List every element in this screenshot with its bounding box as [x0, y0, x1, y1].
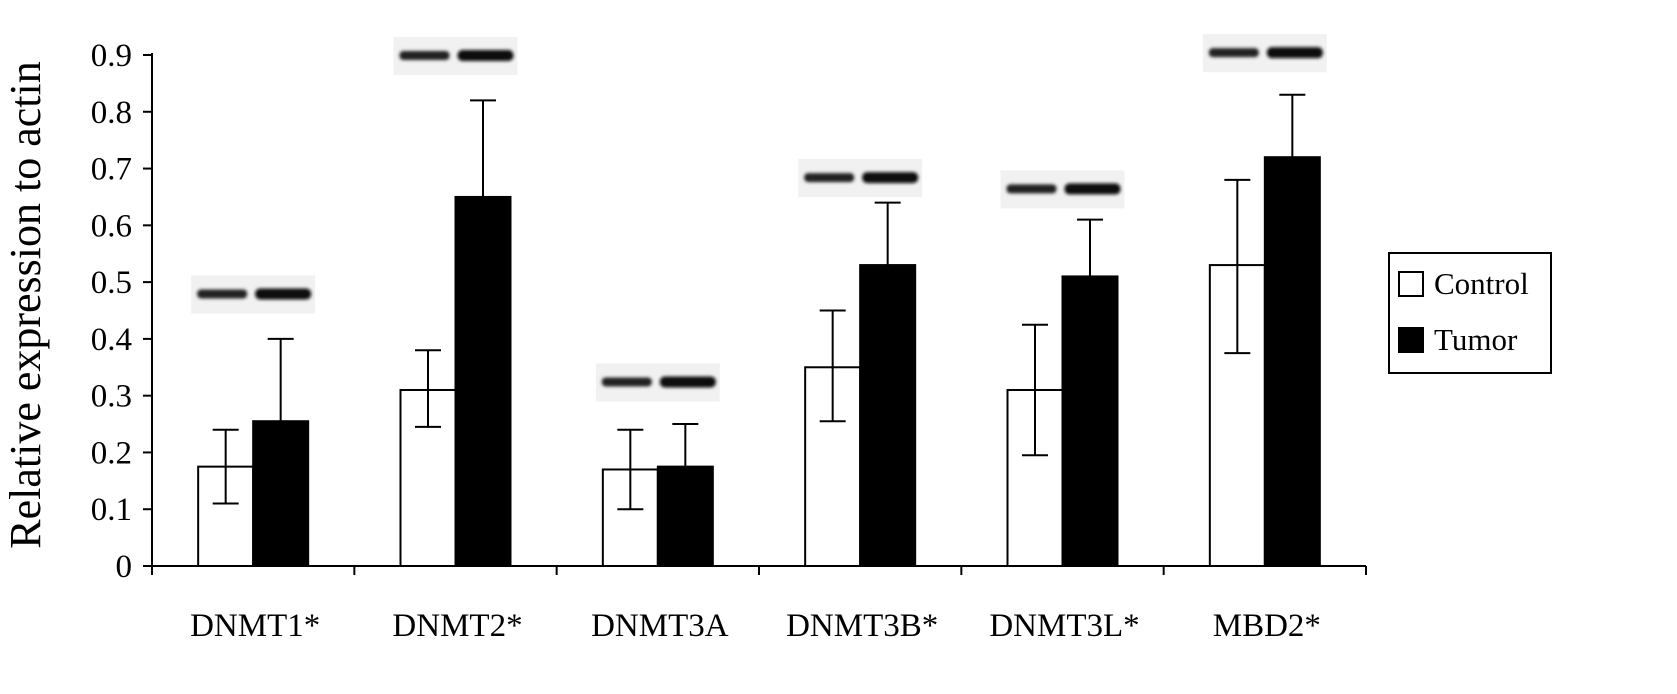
legend: Control Tumor: [1388, 252, 1552, 374]
y-tick-label: 0: [116, 549, 133, 585]
blot-dnmt3l: [1000, 170, 1125, 209]
axes: [151, 53, 1367, 575]
category-label: DNMT3B*: [786, 608, 938, 644]
blot-dnmt3a: [595, 363, 720, 402]
y-tick-label: 0.2: [91, 435, 132, 471]
y-axis-label: Relative expression to actin: [1, 61, 50, 549]
bar-tumor: [1061, 275, 1119, 567]
category-labels: DNMT1* DNMT2* DNMT3A DNMT3B* DNMT3L* MBD2*: [190, 608, 1321, 644]
bar-tumor: [859, 264, 917, 567]
blot-band-tumor: [659, 376, 716, 388]
legend-label-control: Control: [1434, 266, 1529, 301]
y-tick-label: 0.8: [91, 95, 132, 131]
bar-tumor: [252, 420, 310, 568]
legend-swatch-control: [1398, 271, 1424, 297]
category-label: DNMT3A: [591, 608, 729, 644]
y-ticks: 0 0.1 0.2 0.3 0.4 0.5 0.6 0.7 0.8 0.9: [91, 38, 152, 585]
category-label: DNMT3L*: [989, 608, 1139, 644]
bar-tumor: [1263, 156, 1321, 567]
blot-band-control: [804, 173, 855, 183]
bars: [197, 156, 1321, 568]
bar-tumor: [454, 195, 512, 567]
error-bars: [212, 93, 1306, 511]
blot-dnmt3b: [798, 159, 923, 198]
western-blot-bands: [191, 34, 1327, 402]
blot-band-control: [399, 51, 450, 60]
blot-band-control: [1208, 48, 1259, 58]
legend-label-tumor: Tumor: [1434, 322, 1518, 357]
bar-tumor: [656, 465, 714, 567]
blot-mbd2: [1202, 34, 1327, 73]
blot-dnmt2: [393, 37, 518, 75]
y-tick-label: 0.3: [91, 379, 132, 415]
y-tick-label: 0.6: [91, 208, 132, 244]
blot-band-control: [1006, 184, 1057, 194]
blot-band-control: [197, 289, 248, 299]
y-tick-label: 0.4: [91, 322, 132, 358]
blot-band-tumor: [457, 50, 514, 61]
blot-band-tumor: [255, 288, 312, 300]
blot-dnmt1: [191, 275, 316, 314]
y-tick-label: 0.1: [91, 492, 132, 528]
blot-band-control: [601, 377, 652, 387]
category-label: MBD2*: [1213, 608, 1321, 644]
category-label: DNMT1*: [190, 608, 320, 644]
blot-band-tumor: [862, 172, 919, 184]
y-tick-label: 0.7: [91, 152, 132, 188]
legend-swatch-tumor: [1398, 327, 1424, 353]
blot-band-tumor: [1064, 183, 1121, 195]
blot-band-tumor: [1266, 47, 1323, 59]
y-tick-label: 0.9: [91, 38, 132, 74]
y-tick-label: 0.5: [91, 265, 132, 301]
category-label: DNMT2*: [392, 608, 522, 644]
